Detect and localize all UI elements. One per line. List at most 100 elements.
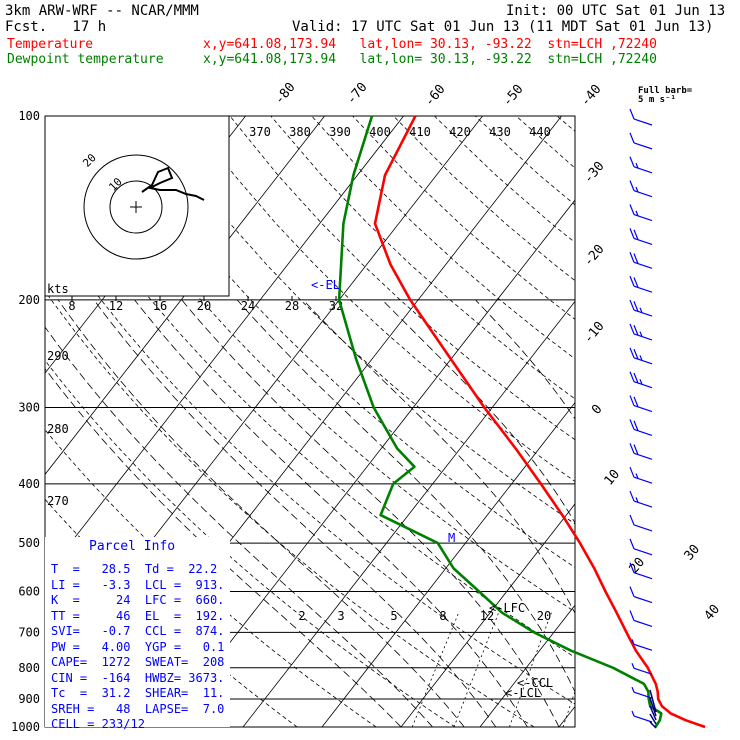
parcel-info-row: T = 28.5 Td = 22.2 bbox=[51, 562, 218, 576]
wind-barb-flag bbox=[629, 586, 635, 597]
isotherm-line bbox=[163, 199, 575, 727]
isotherm-label: -60 bbox=[422, 82, 449, 110]
hodograph-frame bbox=[44, 115, 230, 297]
parcel-info-row: SREH = 48 LAPSE= 7.0 bbox=[51, 701, 225, 716]
wind-barb-flag bbox=[629, 610, 635, 621]
wind-barb bbox=[629, 586, 653, 604]
dewpoint-label: Dewpoint temperature bbox=[7, 52, 164, 67]
parcel-info-title: Parcel Info bbox=[89, 539, 176, 554]
wind-barb-staff bbox=[633, 572, 653, 580]
mixing-ratio-line bbox=[411, 612, 460, 727]
wind-barb bbox=[629, 323, 653, 341]
pressure-label: 600 bbox=[18, 584, 40, 598]
mixing-ratio-line bbox=[675, 613, 709, 727]
pressure-label: 500 bbox=[18, 536, 40, 550]
theta-label: 430 bbox=[489, 125, 511, 139]
wind-barb-staff bbox=[633, 261, 653, 269]
hodograph-speed-label: 20 bbox=[197, 299, 211, 313]
wind-barb-flag bbox=[629, 108, 635, 120]
hodograph-speed-label: 8 bbox=[68, 299, 75, 313]
wind-barb-staff bbox=[633, 118, 653, 126]
wind-barb-flag bbox=[633, 277, 639, 288]
isotherm-line bbox=[479, 604, 575, 727]
parcel-info-row: CELL = 233/12 bbox=[51, 717, 145, 731]
isotherm-label: 40 bbox=[702, 602, 724, 624]
wind-barb bbox=[629, 108, 653, 126]
barb-legend-label: Full barb= bbox=[638, 86, 693, 96]
mixing-ratio-label: 12 bbox=[480, 609, 494, 623]
wind-barb bbox=[629, 490, 653, 508]
wind-barb-staff bbox=[633, 333, 653, 341]
wind-barb bbox=[631, 663, 653, 675]
dry-adiabat-line bbox=[721, 116, 740, 727]
isotherm-label: 10 bbox=[602, 467, 624, 489]
mixing-ratio-label: 5 bbox=[390, 609, 397, 623]
wind-barb-flag bbox=[629, 347, 635, 359]
moist-adiabat-line bbox=[475, 299, 575, 420]
low-level-barb bbox=[649, 697, 657, 717]
wind-barb-staff bbox=[633, 691, 653, 699]
parcel-info-row: Tc = 31.2 SHEAR= 11. bbox=[51, 686, 225, 700]
wind-barb bbox=[629, 466, 653, 484]
wind-barb-flag bbox=[633, 372, 639, 384]
mixing-ratio-line bbox=[562, 690, 575, 727]
parcel-info-row: SVI= -0.7 CCL = 874. bbox=[51, 624, 225, 638]
wind-barb-flag bbox=[633, 253, 639, 264]
barb-legend-label: 5 m s⁻¹ bbox=[638, 95, 676, 105]
theta-label: 420 bbox=[449, 125, 471, 139]
dry-adiabat-label: 280 bbox=[47, 422, 69, 436]
hodograph-ring bbox=[109, 180, 163, 234]
wind-barb bbox=[629, 156, 653, 174]
wind-barb-flag bbox=[629, 490, 635, 502]
wind-barb-flag bbox=[629, 514, 635, 526]
wind-barb-flag bbox=[629, 371, 635, 382]
wind-barb-flag bbox=[629, 538, 635, 550]
wind-barb-flag bbox=[629, 228, 635, 239]
plot-frame bbox=[44, 115, 576, 728]
hodograph-ring bbox=[83, 154, 189, 260]
isotherm-line bbox=[638, 116, 740, 727]
hodograph-trace bbox=[141, 166, 205, 201]
wind-barb-staff bbox=[633, 643, 653, 651]
wind-barb-flag bbox=[629, 252, 635, 263]
wind-barb bbox=[629, 514, 653, 532]
parcel-info-row: TT = 46 EL = 192. bbox=[51, 608, 225, 623]
mixing-ratio-line bbox=[509, 612, 552, 727]
wind-barb-staff bbox=[633, 285, 653, 293]
series-temperature bbox=[373, 115, 706, 729]
wind-barb-flag bbox=[629, 562, 635, 573]
temperature-location: x,y=641.08,173.94 lat,lon= 30.13, -93.22… bbox=[203, 37, 657, 52]
wind-barb bbox=[629, 562, 653, 580]
dry-adiabat-label: 290 bbox=[47, 349, 69, 363]
isotherm-label: -20 bbox=[581, 242, 608, 270]
moist-adiabat-line bbox=[671, 300, 740, 727]
wind-barb-staff bbox=[633, 548, 653, 556]
wind-barb-flag bbox=[633, 348, 639, 360]
theta-label: 440 bbox=[529, 125, 551, 139]
wind-barb-staff bbox=[633, 428, 653, 437]
wind-barb-staff bbox=[633, 619, 653, 628]
wind-barb bbox=[629, 610, 653, 628]
wind-barb bbox=[629, 395, 653, 413]
dry-adiabat-line bbox=[147, 116, 575, 525]
moist-adiabat-line bbox=[577, 300, 718, 727]
isotherm-label: -50 bbox=[500, 82, 527, 110]
isotherm-line bbox=[45, 116, 325, 476]
wind-barb-half-flag bbox=[631, 663, 635, 669]
mixing-ratio-label: 8 bbox=[439, 609, 446, 623]
isotherm-line bbox=[558, 705, 575, 727]
hodograph-speed-label: 24 bbox=[241, 299, 255, 313]
wind-barb-staff bbox=[633, 404, 653, 413]
wind-barb-half-flag bbox=[635, 473, 639, 479]
wind-barb-staff bbox=[633, 476, 653, 484]
isotherm-line bbox=[400, 503, 575, 727]
wind-barb bbox=[629, 419, 653, 437]
low-level-barb bbox=[649, 689, 657, 713]
dry-adiabat-line bbox=[229, 116, 575, 441]
wind-barb-flag bbox=[629, 443, 635, 454]
wind-barb bbox=[629, 228, 653, 245]
isotherm-label: -30 bbox=[581, 159, 608, 187]
wind-barb bbox=[629, 275, 653, 293]
isotherm-line bbox=[717, 116, 740, 727]
dewpoint-location: x,y=641.08,173.94 lat,lon= 30.13, -93.22… bbox=[203, 52, 657, 67]
